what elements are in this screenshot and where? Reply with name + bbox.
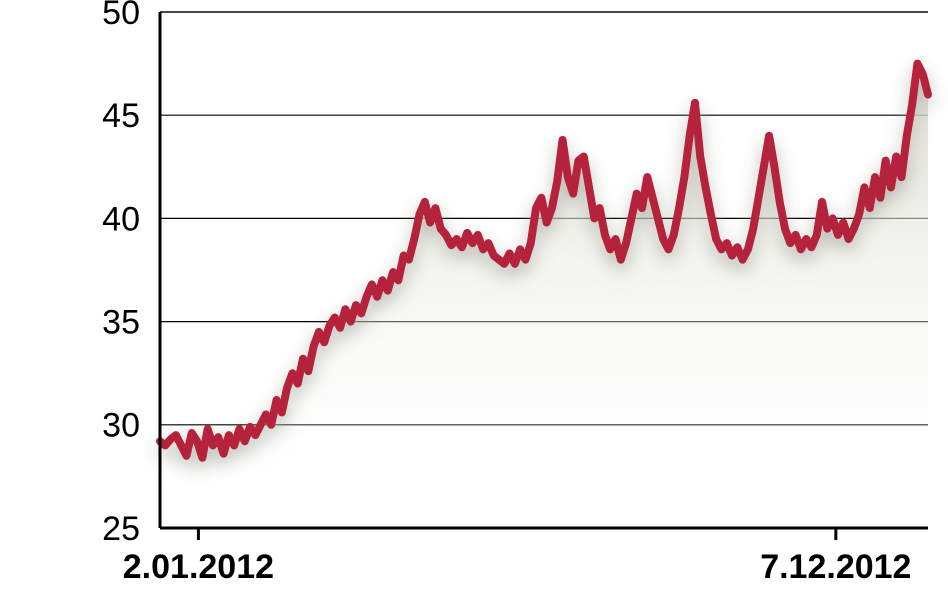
y-tick-label: 30 [102,407,140,445]
y-tick-label: 50 [102,0,140,32]
x-tick-label: 7.12.2012 [760,548,911,586]
x-tick-label: 2.01.2012 [123,548,274,586]
y-tick-label: 45 [102,97,140,135]
price-line-chart: 25 30 35 40 45 50 2.01.2012 7.12.2012 [0,0,948,593]
y-tick-label: 35 [102,304,140,342]
y-tick-label: 40 [102,200,140,238]
y-tick-label: 25 [102,510,140,548]
chart-canvas: 25 30 35 40 45 50 2.01.2012 7.12.2012 [0,0,948,593]
